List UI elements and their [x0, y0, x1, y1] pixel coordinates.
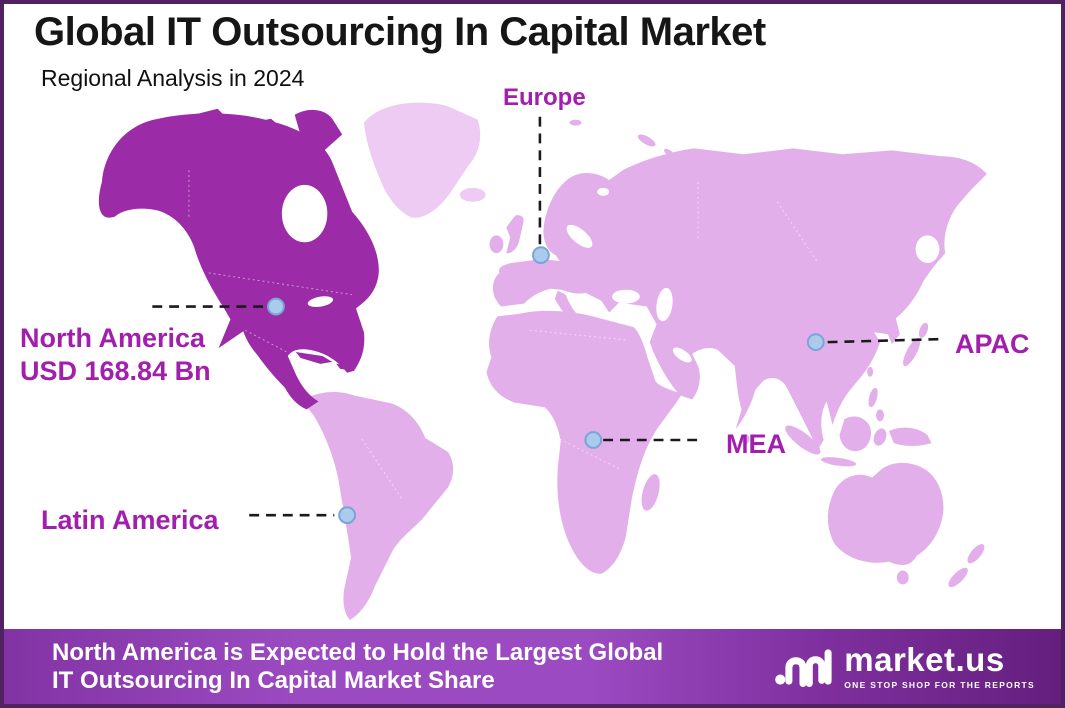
brand-name: market.us [844, 641, 1005, 678]
footer-banner: North America is Expected to Hold the La… [4, 629, 1061, 704]
footer-note-line2: IT Outsourcing In Capital Market Share [52, 666, 495, 694]
page-subtitle: Regional Analysis in 2024 [41, 65, 305, 91]
marker-dot-apac [806, 333, 825, 352]
map-region-africa [486, 310, 683, 574]
region-label-apac: APAC [955, 329, 1030, 359]
marker-dots [267, 246, 825, 525]
market-us-logo-icon [775, 648, 832, 687]
marker-dot-north-america [267, 297, 285, 316]
map-region-australia [827, 462, 985, 588]
region-label-north-america: North America USD 168.84 Bn [20, 322, 211, 388]
footer-note: North America is Expected to Hold the La… [52, 639, 663, 695]
marker-dot-europe [532, 246, 550, 265]
map-region-greenland [363, 102, 486, 218]
world-map [98, 102, 987, 620]
region-label-north-america-name: North America [20, 323, 206, 353]
region-label-latin-america: Latin America [41, 505, 219, 535]
leader-lines [152, 116, 940, 517]
footer-note-line1: North America is Expected to Hold the La… [52, 638, 664, 666]
page-title: Global IT Outsourcing In Capital Market [34, 10, 766, 54]
region-label-north-america-value: USD 168.84 Bn [20, 356, 211, 386]
marker-dot-mea [584, 431, 603, 449]
brand-tagline: ONE STOP SHOP FOR THE REPORTS [844, 680, 1035, 690]
brand-logo: market.us ONE STOP SHOP FOR THE REPORTS [774, 642, 1035, 692]
map-region-north-america [98, 108, 379, 410]
marker-dot-latin-america [338, 506, 357, 525]
map-region-south-america [304, 392, 454, 620]
map-region-eurasia [489, 119, 987, 450]
map-inner-borders [188, 170, 818, 499]
region-label-europe: Europe [503, 84, 586, 111]
brand-text: market.us ONE STOP SHOP FOR THE REPORTS [844, 643, 1035, 690]
map-region-southeast-asia-islands [785, 387, 932, 467]
leader-line-apac [827, 337, 940, 344]
region-label-mea: MEA [726, 429, 786, 459]
